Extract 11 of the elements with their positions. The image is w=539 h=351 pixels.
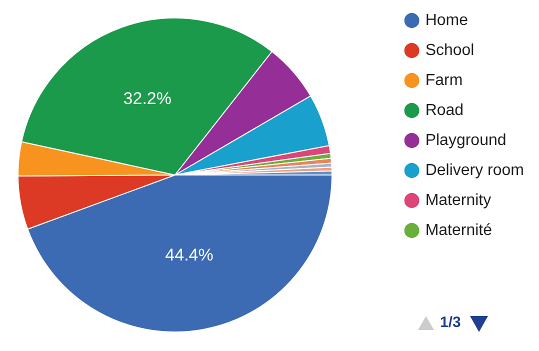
legend-label: Playground [425, 132, 506, 149]
legend-label: Delivery room [425, 162, 524, 179]
text: 1/3 [440, 314, 461, 331]
legend-label: School [425, 42, 474, 59]
data-label: 32.2% [123, 88, 172, 108]
legend-label: Farm [425, 72, 463, 89]
legend-label: Maternity [425, 192, 492, 209]
legend-label: Road [425, 102, 464, 119]
legend-label: Maternité [425, 222, 492, 239]
data-label: 44.4% [165, 246, 214, 265]
legend-label: Home [425, 12, 468, 29]
